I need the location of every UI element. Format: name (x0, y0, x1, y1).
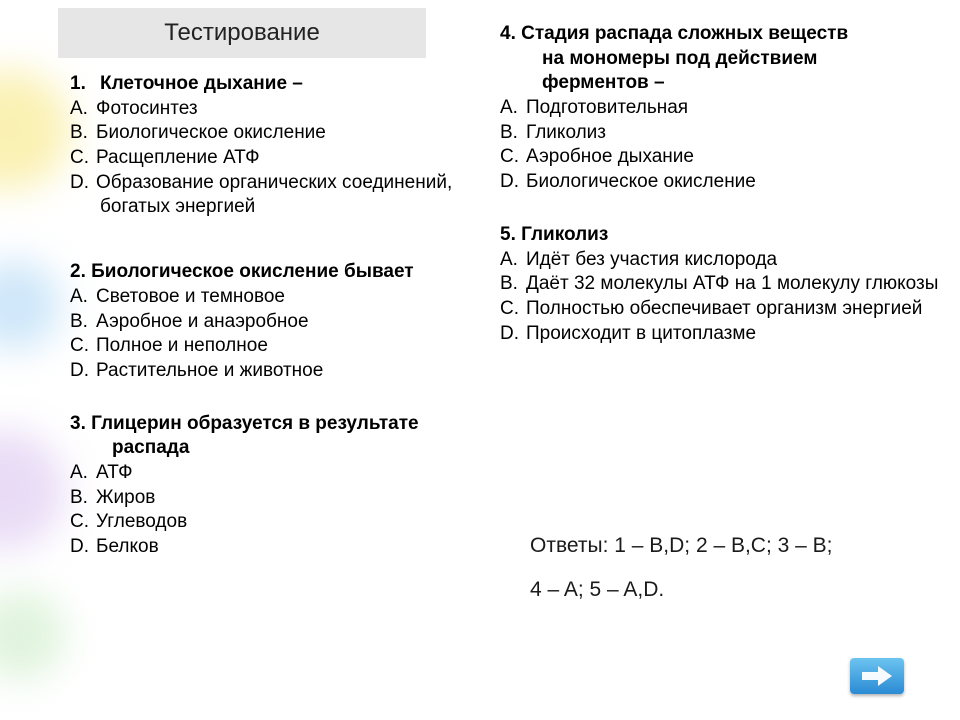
q1-number: 1. (70, 72, 100, 97)
q4-opt-b: B.Гликолиз (530, 121, 940, 146)
q5-opt-b: B.Даёт 32 молекулы АТФ на 1 молекулу глю… (530, 272, 940, 297)
q1-text: Клеточное дыхание – (100, 73, 303, 94)
bg-blob (0, 430, 65, 550)
q3-heading-line1: 3. Глицерин образуется в результате (70, 413, 419, 434)
q4-opt-d: D.Биологическое окисление (530, 170, 940, 195)
q4-heading-line1: 4. Стадия распада сложных веществ (500, 23, 848, 44)
q1-c-text: Расщепление АТФ (96, 147, 260, 168)
q3-heading-line2: распада (112, 436, 490, 461)
q2-opt-a: A.Световое и темновое (100, 285, 490, 310)
q2-heading: 2. Биологическое окисление бывает (70, 260, 490, 285)
q2-c-text: Полное и неполное (96, 335, 268, 356)
letter-d: D. (500, 170, 526, 195)
q2-options: A.Световое и темновое B.Аэробное и анаэр… (70, 285, 490, 384)
question-5: 5. Гликолиз A.Идёт без участия кислорода… (500, 223, 940, 346)
q3-opt-d: D.Белков (100, 535, 490, 560)
answers-block: Ответы: 1 – B,D; 2 – B,C; 3 – B; 4 – A; … (530, 524, 833, 612)
q4-heading-line3: ферментов – (542, 71, 940, 96)
q4-opt-a: A.Подготовительная (530, 96, 940, 121)
q3-opt-b: B.Жиров (100, 486, 490, 511)
q4-a-text: Подготовительная (526, 97, 688, 118)
letter-c: C. (500, 297, 526, 322)
q2-b-text: Аэробное и анаэробное (96, 311, 309, 332)
q4-heading-line2: на мономеры под действием (542, 47, 940, 72)
q2-opt-b: B.Аэробное и анаэробное (100, 310, 490, 335)
right-column: 4. Стадия распада сложных веществ на мон… (500, 22, 940, 374)
q2-opt-c: C.Полное и неполное (100, 334, 490, 359)
q1-opt-b: B.Биологическое окисление (100, 121, 490, 146)
q5-opt-c: C.Полностью обеспечивает организм энерги… (530, 297, 940, 322)
q4-opt-c: C.Аэробное дыхание (530, 145, 940, 170)
q1-options: A.Фотосинтез B.Биологическое окисление C… (70, 97, 490, 220)
q3-heading: 3. Глицерин образуется в результате расп… (70, 412, 490, 461)
q5-a-text: Идёт без участия кислорода (526, 249, 777, 270)
q5-options: A.Идёт без участия кислорода B.Даёт 32 м… (500, 248, 940, 347)
bg-blob (0, 260, 60, 350)
q5-c-text: Полностью обеспечивает организм энергией (526, 298, 922, 319)
letter-d: D. (70, 359, 96, 384)
q1-a-text: Фотосинтез (96, 98, 198, 119)
question-4: 4. Стадия распада сложных веществ на мон… (500, 22, 940, 195)
letter-c: C. (70, 334, 96, 359)
bg-blob (0, 590, 65, 680)
letter-b: B. (500, 272, 526, 297)
q1-b-text: Биологическое окисление (96, 122, 326, 143)
q2-opt-d: D.Растительное и животное (100, 359, 490, 384)
answers-line-2: 4 – A; 5 – A,D. (530, 568, 833, 612)
letter-a: A. (500, 248, 526, 273)
q2-a-text: Световое и темновое (96, 286, 285, 307)
letter-a: A. (70, 285, 96, 310)
question-1: 1.Клеточное дыхание – A.Фотосинтез B.Био… (70, 72, 490, 220)
q5-b-text: Даёт 32 молекулы АТФ на 1 молекулу глюко… (526, 273, 938, 294)
q3-d-text: Белков (96, 536, 159, 557)
q2-d-text: Растительное и животное (96, 360, 323, 381)
q1-opt-c: C.Расщепление АТФ (100, 146, 490, 171)
q4-heading: 4. Стадия распада сложных веществ на мон… (500, 22, 940, 96)
q3-opt-a: A.АТФ (100, 461, 490, 486)
q1-opt-a: A.Фотосинтез (100, 97, 490, 122)
slide-title: Тестирование (58, 8, 426, 58)
left-column: 1.Клеточное дыхание – A.Фотосинтез B.Био… (70, 72, 490, 588)
q3-c-text: Углеводов (96, 511, 187, 532)
q1-opt-d: D.Образование органических соединений, б… (100, 171, 490, 220)
letter-d: D. (70, 171, 96, 196)
question-2: 2. Биологическое окисление бывает A.Свет… (70, 260, 490, 383)
q4-options: A.Подготовительная B.Гликолиз C.Аэробное… (500, 96, 940, 195)
q3-options: A.АТФ B.Жиров C.Углеводов D.Белков (70, 461, 490, 560)
letter-d: D. (500, 322, 526, 347)
question-3: 3. Глицерин образуется в результате расп… (70, 412, 490, 560)
q3-b-text: Жиров (96, 487, 155, 508)
letter-b: B. (70, 310, 96, 335)
letter-a: A. (500, 96, 526, 121)
q5-d-text: Происходит в цитоплазме (526, 323, 756, 344)
letter-c: C. (70, 146, 96, 171)
q4-d-text: Биологическое окисление (526, 171, 756, 192)
letter-d: D. (70, 535, 96, 560)
answers-line-1: Ответы: 1 – B,D; 2 – B,C; 3 – B; (530, 524, 833, 568)
q1-d-text: Образование органических соединений, бог… (96, 172, 452, 218)
q5-opt-d: D.Происходит в цитоплазме (530, 322, 940, 347)
letter-a: A. (70, 97, 96, 122)
letter-a: A. (70, 461, 96, 486)
letter-c: C. (500, 145, 526, 170)
arrow-right-icon (862, 666, 892, 686)
q5-opt-a: A.Идёт без участия кислорода (530, 248, 940, 273)
letter-b: B. (500, 121, 526, 146)
bg-blob (0, 70, 70, 190)
letter-b: B. (70, 121, 96, 146)
q4-b-text: Гликолиз (526, 122, 606, 143)
q3-opt-c: C.Углеводов (100, 510, 490, 535)
next-button[interactable] (850, 658, 904, 694)
letter-c: C. (70, 510, 96, 535)
q4-c-text: Аэробное дыхание (526, 146, 694, 167)
q3-a-text: АТФ (96, 462, 133, 483)
q5-heading: 5. Гликолиз (500, 223, 940, 248)
q1-heading: 1.Клеточное дыхание – (70, 72, 490, 97)
letter-b: B. (70, 486, 96, 511)
